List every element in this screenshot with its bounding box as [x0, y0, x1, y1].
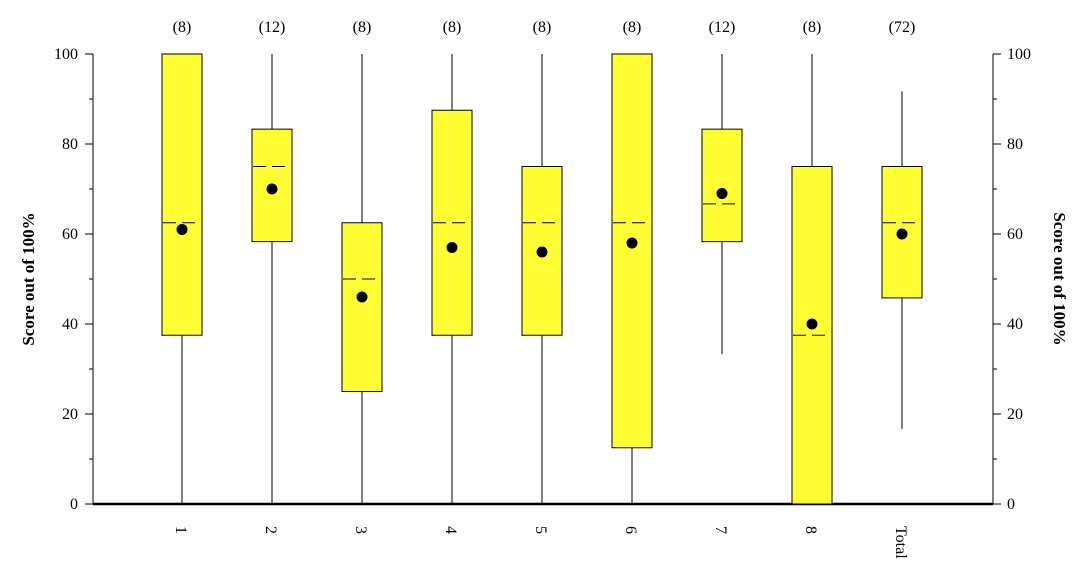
x-tick-label: 8	[802, 526, 819, 534]
left-y-axis: 0 20 40 60 80 100	[54, 46, 94, 513]
mean-marker	[806, 318, 818, 330]
iqr-box	[611, 53, 653, 449]
count-label: (8)	[443, 19, 462, 36]
box-3	[341, 54, 383, 504]
right-tick-label: 40	[1007, 316, 1023, 333]
x-tick-label: 3	[352, 526, 369, 534]
mean-marker	[626, 237, 638, 249]
box-7	[701, 54, 743, 355]
right-tick-label: 80	[1007, 136, 1023, 153]
right-tick-label: 0	[1007, 496, 1015, 513]
mean-marker	[176, 224, 188, 235]
x-tick-label: 1	[172, 526, 189, 534]
box-8	[791, 54, 833, 505]
iqr-box	[701, 128, 743, 243]
x-tick-label: 5	[532, 526, 549, 534]
count-label: (72)	[889, 19, 916, 36]
box-5	[521, 54, 563, 504]
left-tick-label: 80	[62, 136, 78, 153]
box-4	[431, 54, 473, 504]
x-tick-label: 4	[442, 526, 459, 534]
mean-marker	[536, 246, 548, 258]
x-tick-label: 2	[262, 526, 279, 534]
x-axis: 1 2 3 4 5 6 7 8 Total	[93, 502, 993, 559]
box-6	[611, 53, 653, 504]
right-tick-label: 20	[1007, 406, 1023, 423]
x-tick-label: 6	[622, 526, 639, 534]
left-tick-label: 60	[62, 226, 78, 243]
box-Total	[881, 91, 923, 429]
count-label: (12)	[709, 19, 736, 36]
left-tick-label: 100	[54, 46, 78, 63]
right-tick-label: 100	[1007, 46, 1031, 63]
iqr-box	[521, 166, 563, 336]
count-label: (8)	[623, 19, 642, 36]
count-label: (12)	[259, 19, 286, 36]
left-tick-label: 40	[62, 316, 78, 333]
mean-marker	[716, 188, 728, 199]
mean-marker	[356, 291, 368, 303]
mean-marker	[446, 242, 458, 253]
box-series	[161, 53, 923, 505]
left-tick-label: 0	[70, 496, 78, 513]
mean-marker	[896, 228, 908, 240]
box-2	[251, 54, 293, 504]
left-tick-label: 20	[62, 406, 78, 423]
iqr-box	[341, 222, 383, 392]
sample-count-labels: (8) (12) (8) (8) (8) (8) (12) (8) (72)	[173, 19, 916, 36]
right-y-axis: 0 20 40 60 80 100	[992, 46, 1031, 513]
box-1	[161, 53, 203, 504]
right-tick-label: 60	[1007, 226, 1023, 243]
x-tick-label: Total	[892, 526, 909, 559]
right-axis-title: Score out of 100%	[1050, 212, 1069, 345]
count-label: (8)	[353, 19, 372, 36]
mean-marker	[266, 183, 278, 195]
count-label: (8)	[803, 19, 822, 36]
x-tick-label: 7	[712, 526, 729, 534]
count-label: (8)	[533, 19, 552, 36]
count-label: (8)	[173, 19, 192, 36]
iqr-box	[161, 53, 203, 336]
left-axis-title: Score out of 100%	[19, 212, 38, 345]
